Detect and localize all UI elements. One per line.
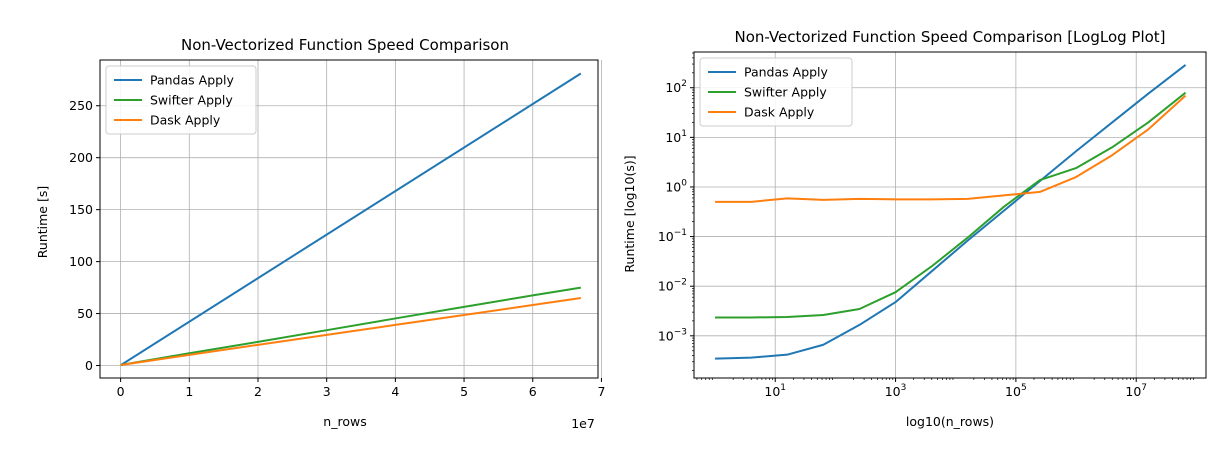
linear-chart: Non-Vectorized Function Speed Comparison… [35,36,605,431]
x-tick-label: 4 [391,384,399,399]
y-tick-label: 50 [77,306,93,321]
plot-frame [99,59,599,379]
series-line-swifter-apply [715,91,1187,319]
x-tick-label: 1 [185,384,193,399]
legend-box [699,57,853,127]
chart-title: Non-Vectorized Function Speed Comparison [181,36,509,54]
legend: Pandas Apply Swifter Apply Dask Apply [699,57,853,127]
y-tick-label: 200 [69,150,93,165]
x-tick-label: 101 [764,383,786,399]
y-tick-label: 100 [69,254,93,269]
x-axis-label: n_rows [323,414,366,429]
y-tick-label: 102 [665,79,687,95]
y-tick-label: 101 [665,129,687,145]
x-tick-label: 5 [460,384,468,399]
x-tick-label: 107 [1125,383,1147,399]
x-tick-label: 6 [529,384,537,399]
y-tick-label: 10−2 [658,278,687,294]
x-axis-offset-text: 1e7 [571,416,595,431]
grid [100,60,602,378]
legend: Pandas Apply Swifter Apply Dask Apply [105,65,257,135]
series-line-pandas-apply [715,64,1187,360]
y-axis-label: Runtime [s] [35,186,50,258]
legend-box [105,65,257,135]
x-tick-label: 7 [597,384,605,399]
x-tick-label: 3 [323,384,331,399]
series-line-dask-apply [715,94,1187,203]
series-line-dask-apply [120,296,581,366]
chart-title: Non-Vectorized Function Speed Comparison… [734,28,1165,46]
legend-entry: Pandas Apply [744,65,829,80]
legend-entry: Swifter Apply [150,93,233,108]
legend-entry: Dask Apply [744,105,815,120]
y-tick-label: 10−3 [658,327,687,343]
series-group [120,72,582,367]
legend-entry: Pandas Apply [150,73,235,88]
legend-entry: Dask Apply [150,113,221,128]
y-tick-label: 100 [665,178,687,194]
y-tick-label: 0 [85,358,93,373]
y-tick-label: 250 [69,98,93,113]
y-tick-label: 150 [69,202,93,217]
y-tick-label: 10−1 [658,228,687,244]
loglog-chart: Non-Vectorized Function Speed Comparison… [622,28,1207,429]
y-axis-label: Runtime [log10(s)] [622,155,637,272]
x-axis-label: log10(n_rows) [906,414,994,429]
x-tick-label: 103 [885,383,907,399]
series-line-swifter-apply [120,286,581,366]
legend-entry: Swifter Apply [744,85,827,100]
series-group [715,64,1187,360]
x-tick-label: 0 [117,384,125,399]
series-line-pandas-apply [120,72,582,367]
x-tick-label: 2 [254,384,262,399]
x-tick-label: 105 [1005,383,1027,399]
